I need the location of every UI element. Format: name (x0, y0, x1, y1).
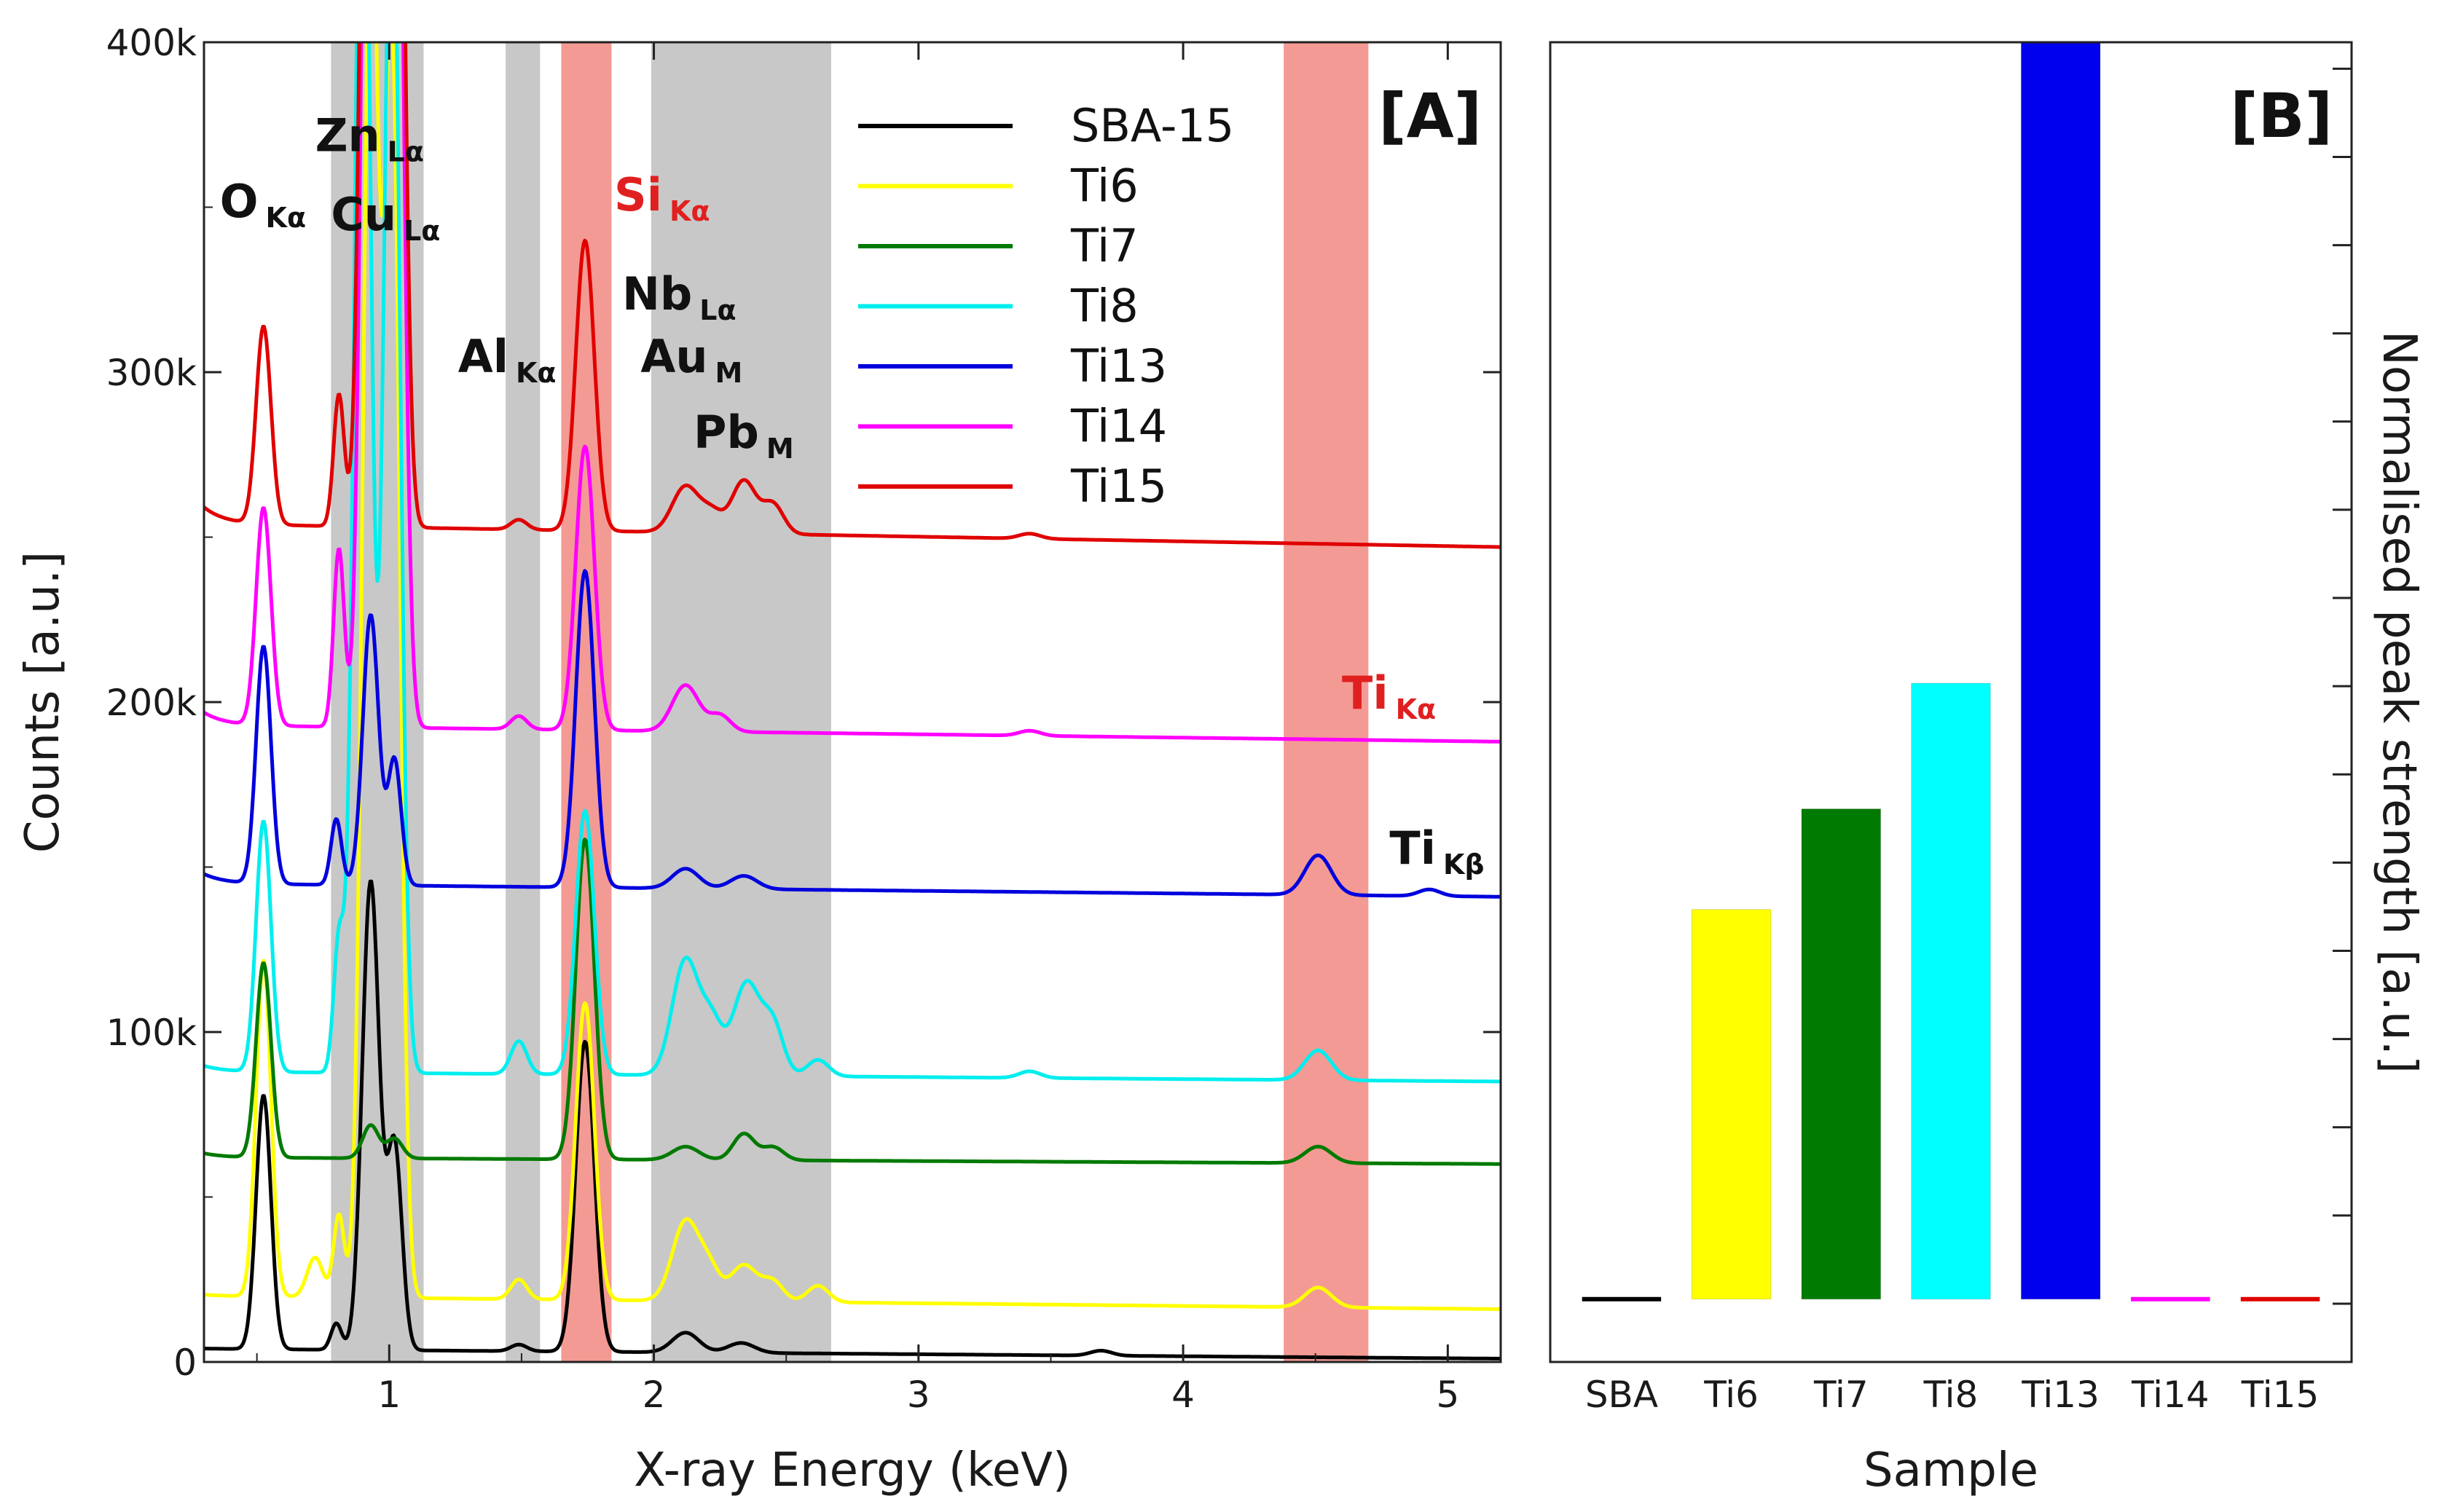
series-line-ti6 (204, 42, 1501, 1311)
x-tick-label: 5 (1436, 1374, 1459, 1416)
bars (1582, 42, 2320, 1302)
bar-ti6 (1691, 909, 1772, 1300)
y-axis-ticks: 0 100k 200k 300k 400k (106, 22, 1501, 1384)
legend-label: Ti15 (1070, 460, 1167, 513)
series-line-sba-15 (204, 879, 1501, 1361)
element-annotation: Pb M (694, 406, 794, 465)
panel-b-bar-chart: SBA Ti6 Ti7 Ti8 Ti13 Ti14 Ti15 Sample Normalis… (1549, 41, 2426, 1497)
y-tick-label: 100k (106, 1012, 197, 1054)
category-label: Ti15 (2241, 1374, 2320, 1416)
legend-label: Ti14 (1070, 400, 1167, 453)
element-annotation: Zn Lα (315, 109, 424, 168)
y-axis-label-b: Normalised peak strength [a.u.] (2372, 331, 2426, 1074)
element-annotation: Ti Kα (1342, 666, 1436, 725)
bar-ti7 (1801, 808, 1882, 1300)
series-line-ti7 (204, 838, 1501, 1166)
element-annotation: Au M (640, 330, 742, 389)
x-tick-label: 3 (907, 1374, 930, 1416)
x-tick-label: 1 (377, 1374, 401, 1416)
x-axis-ticks: 1 2 3 4 5 (256, 42, 1459, 1416)
category-label: Ti7 (1813, 1374, 1869, 1416)
bar-ti8 (1911, 682, 1991, 1300)
series-line-ti15 (204, 42, 1501, 549)
category-labels: SBA Ti6 Ti7 Ti8 Ti13 Ti14 Ti15 (1585, 1374, 2320, 1416)
y-axis-ticks-b (2333, 67, 2352, 1305)
element-annotation: Si Kα (614, 168, 710, 227)
y-tick-label: 200k (106, 682, 197, 724)
legend-label: Ti13 (1070, 339, 1167, 393)
category-label: Ti14 (2131, 1374, 2210, 1416)
series-line-ti14 (204, 42, 1501, 744)
element-annotation: Cu Lα (331, 188, 440, 247)
category-label: Ti13 (2021, 1374, 2100, 1416)
panel-label-b: [B] (2230, 80, 2333, 151)
element-annotation: Al Kα (458, 330, 557, 389)
highlight-band-4 (1284, 42, 1369, 1362)
highlight-band-1 (506, 42, 541, 1362)
y-tick-label: 400k (106, 22, 197, 64)
plot-frame-b (1549, 41, 2353, 1363)
legend-label: Ti8 (1070, 280, 1139, 333)
element-annotation: Nb Lα (622, 267, 737, 326)
highlight-band-3 (651, 42, 831, 1362)
spectrum-curves (204, 42, 1501, 1361)
category-label: Ti8 (1923, 1374, 1979, 1416)
panel-label-a: [A] (1378, 80, 1482, 151)
y-tick-label: 0 (173, 1342, 197, 1384)
x-axis-label: X-ray Energy (keV) (634, 1444, 1071, 1497)
legend-label: Ti6 (1070, 160, 1139, 213)
highlight-band-2 (561, 42, 612, 1362)
y-axis-label: Counts [a.u.] (16, 551, 70, 853)
x-axis-label-b: Sample (1863, 1444, 2038, 1497)
category-label: Ti6 (1703, 1374, 1759, 1416)
x-tick-label: 2 (643, 1374, 666, 1416)
series-line-ti13 (204, 569, 1501, 899)
series-line-ti8 (204, 42, 1501, 1084)
x-tick-label: 4 (1171, 1374, 1195, 1416)
y-tick-label: 300k (106, 352, 197, 394)
bar-ti13 (2020, 42, 2101, 1300)
element-annotation: Ti Kβ (1389, 822, 1484, 881)
legend-label: SBA-15 (1071, 99, 1234, 152)
element-annotation: O Kα (220, 175, 306, 234)
legend: SBA-15 Ti6 Ti7 Ti8 Ti13 Ti14 Ti15 (858, 99, 1234, 513)
legend-label: Ti7 (1070, 219, 1139, 272)
category-label: SBA (1585, 1374, 1658, 1416)
